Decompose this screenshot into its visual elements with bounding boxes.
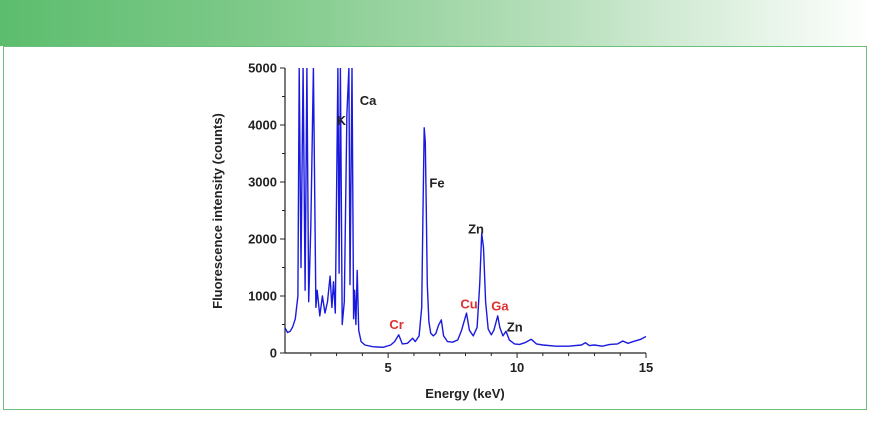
x-tick-label: 15	[639, 360, 653, 375]
y-tick-label: 4000	[248, 118, 277, 133]
y-tick-label: 1000	[248, 289, 277, 304]
peak-label-cu: Cu	[460, 297, 477, 312]
labels-layer: K Ca Fe Zn Cr Cu Ga Zn	[337, 93, 523, 334]
x-axis-title: Energy (keV)	[425, 386, 504, 401]
peak-label-ca: Ca	[360, 93, 377, 108]
x-tick-label: 10	[510, 360, 524, 375]
peak-label-zn: Zn	[468, 221, 484, 236]
peak-label-k: K	[337, 113, 347, 128]
peak-label-zn: Zn	[507, 319, 523, 334]
spectrum-series-line-0	[285, 68, 646, 348]
series-layer	[285, 68, 646, 348]
peak-label-cr: Cr	[389, 317, 403, 332]
y-tick-label: 2000	[248, 232, 277, 247]
header-band	[0, 0, 872, 46]
y-tick-label: 0	[270, 346, 277, 361]
y-axis-title: Fluorescence intensity (counts)	[210, 113, 225, 309]
chart-frame	[3, 46, 867, 410]
x-tick-label: 5	[385, 360, 392, 375]
peak-label-fe: Fe	[429, 176, 444, 191]
peak-label-ga: Ga	[491, 298, 509, 313]
y-tick-label: 5000	[248, 61, 277, 76]
axes: 0 1000 2000 3000 4000 5000 5 10 15	[248, 61, 653, 376]
y-tick-label: 3000	[248, 175, 277, 190]
